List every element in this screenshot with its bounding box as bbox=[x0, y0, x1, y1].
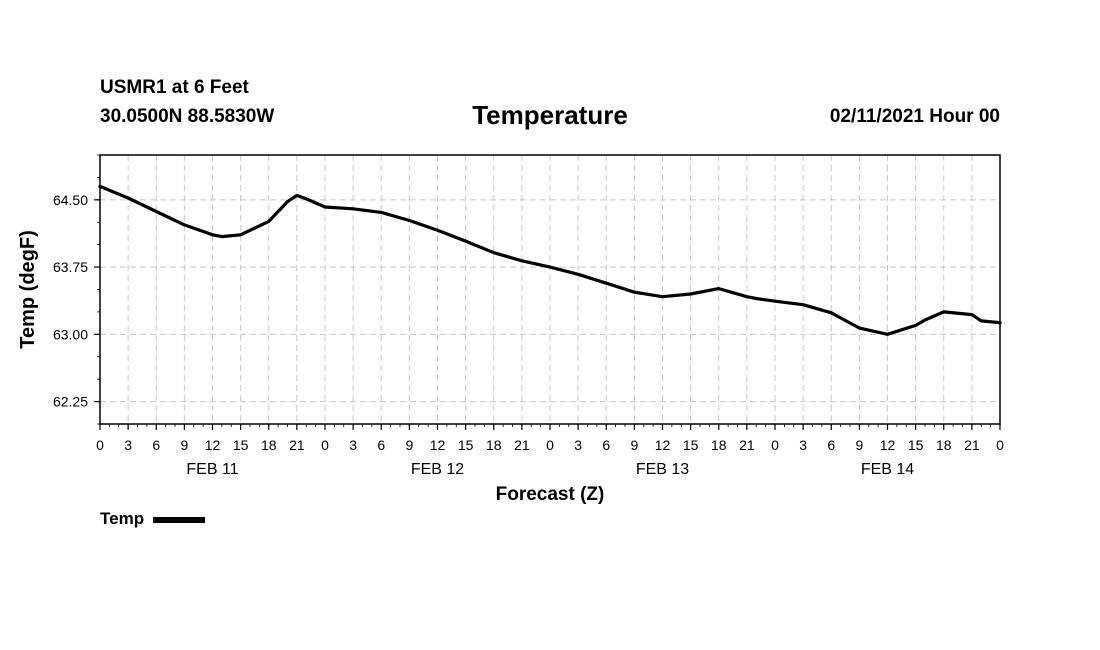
x-tick-label: 9 bbox=[180, 437, 188, 453]
x-tick-label: 15 bbox=[233, 437, 249, 453]
x-tick-label: 6 bbox=[152, 437, 160, 453]
x-tick-label: 18 bbox=[486, 437, 502, 453]
x-tick-label: 15 bbox=[908, 437, 924, 453]
y-tick-label: 62.25 bbox=[53, 394, 88, 410]
x-tick-label: 9 bbox=[855, 437, 863, 453]
x-tick-label: 15 bbox=[458, 437, 474, 453]
x-tick-label: 0 bbox=[546, 437, 554, 453]
x-tick-label: 3 bbox=[574, 437, 582, 453]
x-tick-label: 21 bbox=[289, 437, 305, 453]
x-tick-label: 3 bbox=[124, 437, 132, 453]
x-tick-label: 0 bbox=[321, 437, 329, 453]
x-axis-title: Forecast (Z) bbox=[496, 484, 605, 505]
x-tick-label: 18 bbox=[936, 437, 952, 453]
x-tick-label: 12 bbox=[655, 437, 671, 453]
x-tick-label: 9 bbox=[405, 437, 413, 453]
y-tick-label: 63.75 bbox=[53, 259, 88, 275]
x-tick-label: 12 bbox=[205, 437, 221, 453]
x-tick-label: 21 bbox=[964, 437, 980, 453]
x-day-label: FEB 12 bbox=[411, 461, 464, 478]
x-day-label: FEB 11 bbox=[186, 461, 238, 478]
temp-series-line bbox=[98, 184, 1002, 336]
x-tick-label: 6 bbox=[827, 437, 835, 453]
legend-swatch bbox=[153, 517, 206, 523]
forecast-datetime: 02/11/2021 Hour 00 bbox=[829, 106, 1000, 127]
x-tick-label: 21 bbox=[514, 437, 530, 453]
y-tick-label: 63.00 bbox=[53, 326, 88, 342]
x-tick-label: 3 bbox=[349, 437, 357, 453]
x-tick-label: 18 bbox=[711, 437, 727, 453]
x-tick-label: 6 bbox=[602, 437, 610, 453]
x-tick-label: 21 bbox=[739, 437, 755, 453]
x-day-label: FEB 14 bbox=[861, 461, 914, 478]
x-tick-label: 15 bbox=[683, 437, 699, 453]
chart-title: Temperature bbox=[472, 100, 628, 130]
x-tick-label: 12 bbox=[880, 437, 896, 453]
x-day-label: FEB 13 bbox=[636, 461, 689, 478]
coordinates-label: 30.0500N 88.5830W bbox=[100, 106, 275, 127]
legend: Temp bbox=[100, 509, 206, 529]
x-tick-label: 3 bbox=[799, 437, 807, 453]
y-tick-label: 64.50 bbox=[53, 192, 88, 208]
x-tick-label: 0 bbox=[771, 437, 779, 453]
x-tick-label: 0 bbox=[96, 437, 104, 453]
legend-label: Temp bbox=[100, 509, 145, 528]
x-tick-label: 12 bbox=[430, 437, 446, 453]
station-label: USMR1 at 6 Feet bbox=[100, 77, 249, 98]
x-tick-label: 0 bbox=[996, 437, 1004, 453]
x-tick-label: 9 bbox=[630, 437, 638, 453]
y-axis-title: Temp (degF) bbox=[17, 230, 39, 349]
x-tick-label: 18 bbox=[261, 437, 277, 453]
x-tick-label: 6 bbox=[377, 437, 385, 453]
